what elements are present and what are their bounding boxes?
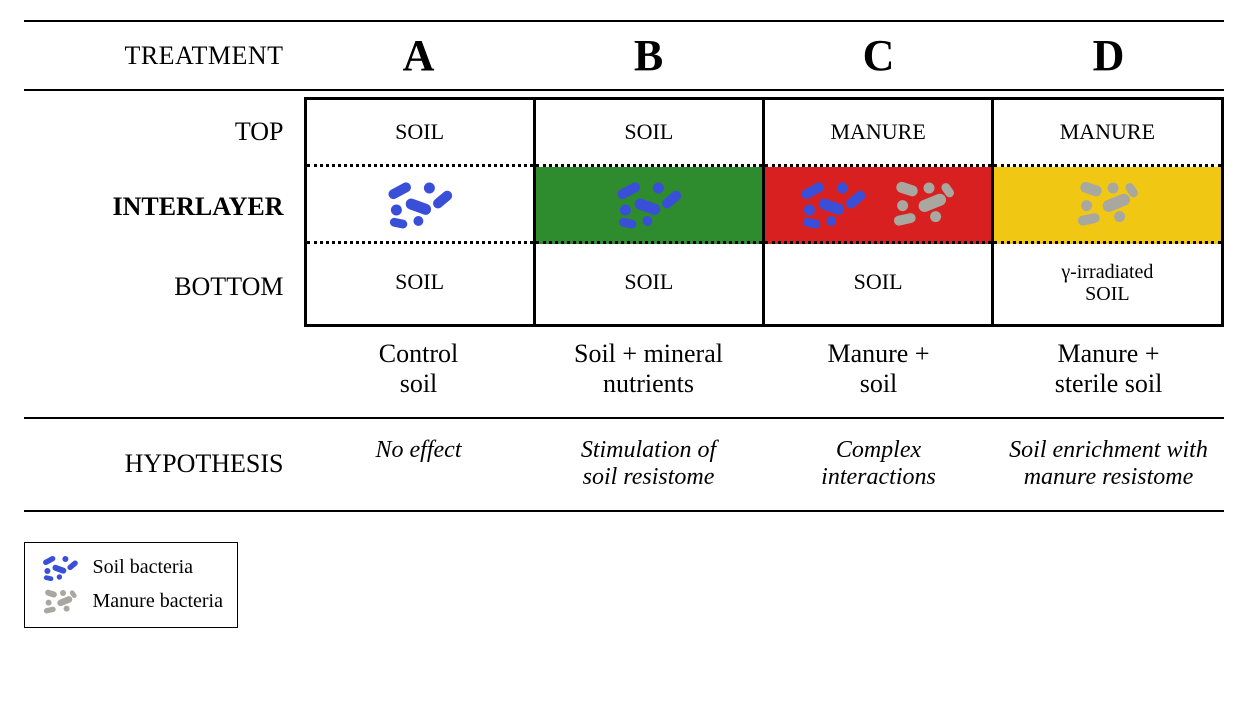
soil-bacteria-icon: [794, 177, 871, 232]
treatment-D: D: [994, 30, 1224, 81]
top-layer-C: MANURE: [765, 100, 991, 167]
bottom-layer-C: SOIL: [765, 244, 991, 321]
description-B: Soil + mineralnutrients: [534, 339, 764, 399]
bottom-layer-D: γ-irradiatedSOIL: [994, 244, 1220, 321]
row-label-bottom: BOTTOM: [24, 247, 304, 327]
treatment-label: TREATMENT: [24, 41, 304, 71]
row-label-top: TOP: [24, 97, 304, 167]
treatment-A: A: [304, 30, 534, 81]
legend-soil-label: Soil bacteria: [93, 556, 194, 579]
soil-bacteria-icon: [39, 553, 81, 583]
treatment-col-D: MANURE γ-irradiatedSOIL: [991, 97, 1223, 327]
treatment-C: C: [764, 30, 994, 81]
legend-soil: Soil bacteria: [39, 551, 223, 585]
manure-bacteria-icon: [885, 177, 962, 232]
description-row: ControlsoilSoil + mineralnutrientsManure…: [24, 327, 1224, 417]
interlayer-D: [994, 167, 1220, 244]
soil-bacteria-icon: [610, 177, 687, 232]
legend-manure-label: Manure bacteria: [93, 590, 223, 613]
bottom-layer-A: SOIL: [307, 244, 533, 321]
diagram-row-labels: TOP INTERLAYER BOTTOM: [24, 97, 304, 327]
bottom-layer-B: SOIL: [536, 244, 762, 321]
soil-bacteria-icon: [381, 177, 458, 232]
top-layer-D: MANURE: [994, 100, 1220, 167]
description-A: Controlsoil: [304, 339, 534, 399]
rule-1: [24, 89, 1224, 91]
interlayer-A: [307, 167, 533, 244]
figure: TREATMENT A B C D TOP INTERLAYER BOTTOM …: [24, 20, 1224, 628]
interlayer-C: [765, 167, 991, 244]
hypothesis-D: Soil enrichment withmanure resistome: [994, 437, 1224, 492]
legend: Soil bacteria Manure bacteria: [24, 542, 238, 628]
legend-manure: Manure bacteria: [39, 585, 223, 619]
treatment-B: B: [534, 30, 764, 81]
manure-bacteria-icon: [39, 587, 81, 617]
top-layer-A: SOIL: [307, 100, 533, 167]
description-D: Manure +sterile soil: [994, 339, 1224, 399]
interlayer-B: [536, 167, 762, 244]
hypothesis-cells: No effectStimulation ofsoil resistomeCom…: [304, 437, 1224, 492]
hypothesis-C: Complexinteractions: [764, 437, 994, 492]
row-label-interlayer: INTERLAYER: [24, 167, 304, 247]
treatment-col-A: SOIL SOIL: [304, 97, 533, 327]
rule-3: [24, 510, 1224, 512]
hypothesis-B: Stimulation ofsoil resistome: [534, 437, 764, 492]
treatment-col-B: SOIL SOIL: [533, 97, 762, 327]
description-cells: ControlsoilSoil + mineralnutrientsManure…: [304, 339, 1224, 399]
treatment-row: TREATMENT A B C D: [24, 22, 1224, 89]
hypothesis-A: No effect: [304, 437, 534, 492]
description-C: Manure +soil: [764, 339, 994, 399]
top-layer-B: SOIL: [536, 100, 762, 167]
diagram: TOP INTERLAYER BOTTOM SOIL SOILSOIL: [24, 97, 1224, 327]
diagram-grid: SOIL SOILSOIL SOILMANURE: [304, 97, 1224, 327]
manure-bacteria-icon: [1069, 177, 1146, 232]
hypothesis-label: HYPOTHESIS: [24, 449, 304, 479]
hypothesis-row: HYPOTHESIS No effectStimulation ofsoil r…: [24, 419, 1224, 510]
treatment-col-C: MANURE SOIL: [762, 97, 991, 327]
treatment-cells: A B C D: [304, 30, 1224, 81]
